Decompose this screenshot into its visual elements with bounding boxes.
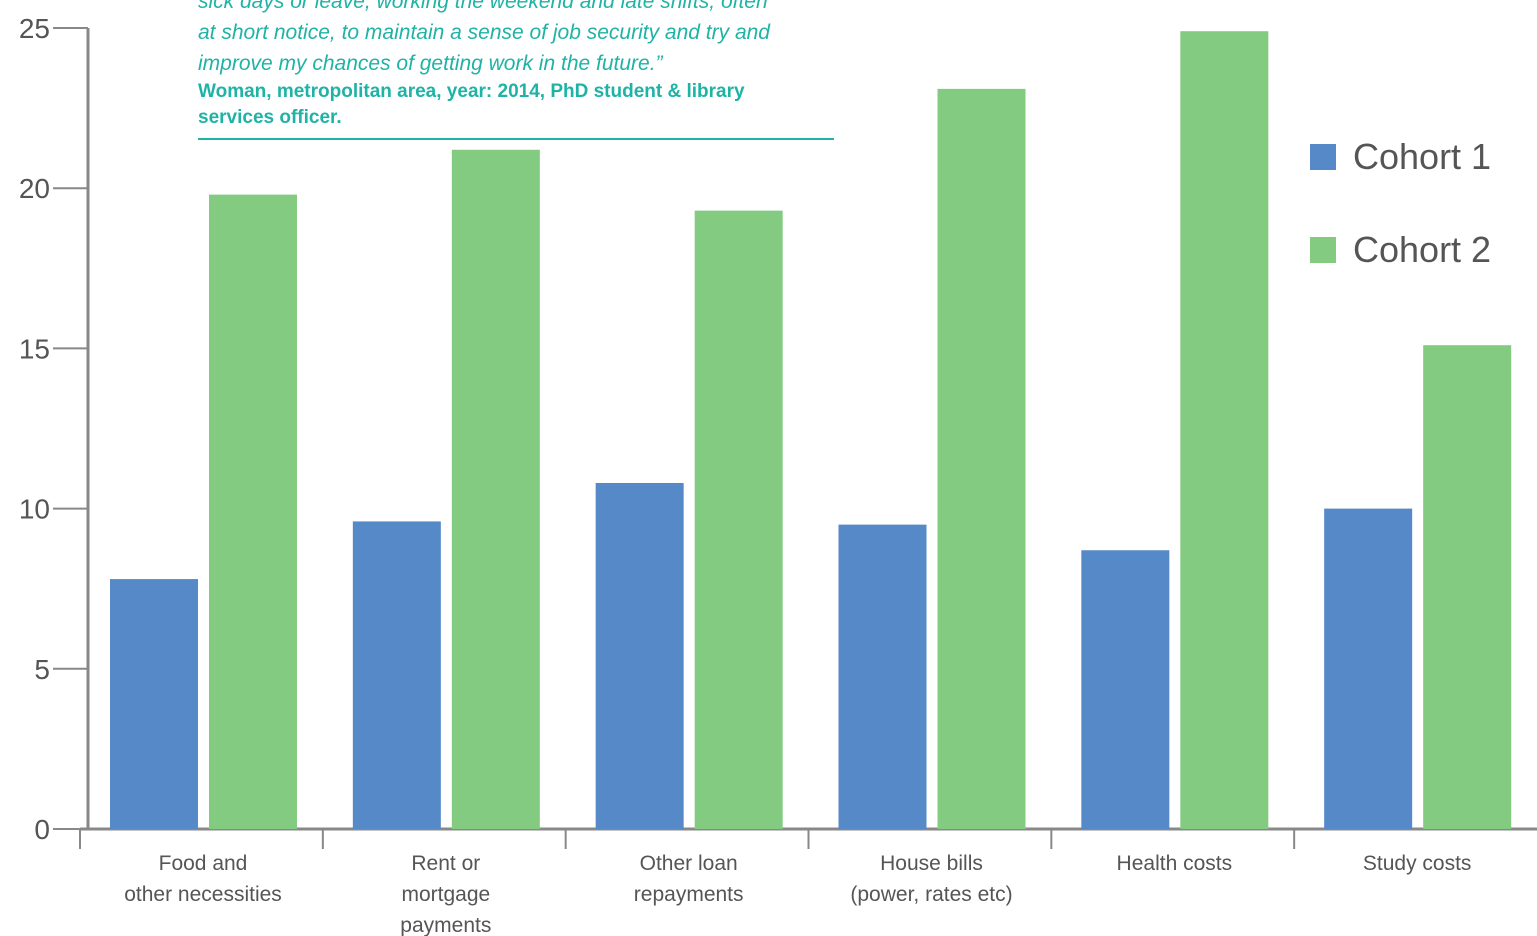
- bar-cohort-1: [1081, 550, 1170, 829]
- x-category-label: Study costs: [1363, 852, 1472, 875]
- x-category-label: Health costs: [1117, 852, 1233, 875]
- bar-cohort-2: [1423, 345, 1512, 829]
- legend-label-cohort-1: Cohort 1: [1353, 135, 1492, 177]
- x-category-label: other necessities: [124, 883, 282, 906]
- y-tick-label: 5: [34, 654, 50, 685]
- bar-cohort-2: [694, 210, 783, 830]
- x-category-label: payments: [400, 914, 491, 936]
- quote-block: sick days or leave, working the weekend …: [198, 0, 838, 131]
- bar-cohort-1: [1324, 508, 1413, 829]
- y-tick-label: 0: [34, 814, 50, 845]
- y-tick-label: 25: [19, 13, 50, 44]
- legend-swatch-cohort-2: [1310, 236, 1336, 263]
- x-category-label: (power, rates etc): [850, 883, 1012, 906]
- x-category-label: Food and: [159, 852, 248, 875]
- x-category-label: Other loan: [640, 852, 738, 875]
- bar-cohort-1: [595, 482, 684, 829]
- legend-item-cohort-1: Cohort 1: [1310, 110, 1491, 203]
- legend-label-cohort-2: Cohort 2: [1353, 228, 1492, 270]
- bar-cohort-2: [209, 194, 297, 829]
- quote-line: improve my chances of getting work in th…: [198, 52, 663, 75]
- bar-cohort-1: [352, 521, 441, 829]
- attribution-line: services officer.: [198, 107, 342, 128]
- x-category-label: House bills: [880, 852, 983, 875]
- bar-cohort-1: [110, 579, 198, 829]
- x-category-label: mortgage: [401, 883, 490, 906]
- legend-item-cohort-2: Cohort 2: [1310, 203, 1491, 296]
- y-tick-label: 15: [19, 333, 50, 364]
- quote-attribution: Woman, metropolitan area, year: 2014, Ph…: [198, 79, 838, 131]
- y-tick-label: 20: [19, 173, 50, 204]
- bar-cohort-2: [937, 88, 1026, 830]
- quote-line: sick days or leave, working the weekend …: [198, 0, 768, 13]
- legend-swatch-cohort-1: [1310, 143, 1336, 170]
- quote-line: at short notice, to maintain a sense of …: [198, 21, 770, 44]
- quote-divider: [198, 138, 834, 140]
- attribution-line: Woman, metropolitan area, year: 2014, Ph…: [198, 81, 745, 102]
- x-category-label: repayments: [634, 883, 744, 906]
- x-category-label: Rent or: [411, 852, 480, 875]
- bar-cohort-2: [451, 149, 540, 829]
- y-tick-label: 10: [19, 494, 50, 525]
- chart-legend: Cohort 1 Cohort 2: [1310, 110, 1491, 296]
- bar-cohort-2: [1180, 31, 1269, 830]
- bar-cohort-1: [838, 524, 927, 829]
